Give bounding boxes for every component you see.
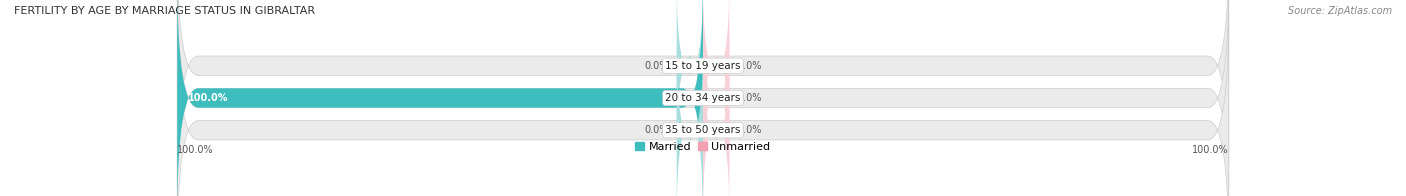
Text: 35 to 50 years: 35 to 50 years <box>665 125 741 135</box>
FancyBboxPatch shape <box>177 0 703 196</box>
FancyBboxPatch shape <box>703 11 730 185</box>
FancyBboxPatch shape <box>676 43 703 196</box>
Text: 20 to 34 years: 20 to 34 years <box>665 93 741 103</box>
FancyBboxPatch shape <box>676 0 703 153</box>
Text: 0.0%: 0.0% <box>737 93 762 103</box>
Legend: Married, Unmarried: Married, Unmarried <box>631 137 775 156</box>
Text: Source: ZipAtlas.com: Source: ZipAtlas.com <box>1288 6 1392 16</box>
Text: FERTILITY BY AGE BY MARRIAGE STATUS IN GIBRALTAR: FERTILITY BY AGE BY MARRIAGE STATUS IN G… <box>14 6 315 16</box>
Text: 0.0%: 0.0% <box>737 61 762 71</box>
FancyBboxPatch shape <box>177 0 1229 185</box>
Text: 0.0%: 0.0% <box>644 61 669 71</box>
Text: 100.0%: 100.0% <box>188 93 228 103</box>
Text: 100.0%: 100.0% <box>1192 145 1229 155</box>
Text: 15 to 19 years: 15 to 19 years <box>665 61 741 71</box>
Text: 100.0%: 100.0% <box>177 145 214 155</box>
Text: 0.0%: 0.0% <box>737 125 762 135</box>
Text: 0.0%: 0.0% <box>644 125 669 135</box>
FancyBboxPatch shape <box>177 11 1229 196</box>
FancyBboxPatch shape <box>703 0 730 153</box>
FancyBboxPatch shape <box>177 0 1229 196</box>
FancyBboxPatch shape <box>703 43 730 196</box>
